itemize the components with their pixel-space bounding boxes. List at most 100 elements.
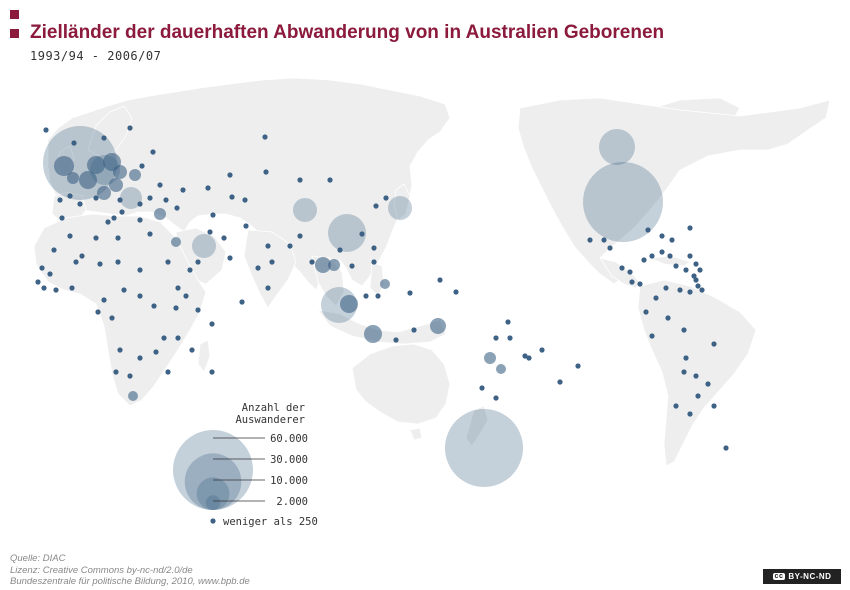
emigration-bubble-small (505, 319, 511, 325)
emigration-bubble-medium (128, 391, 138, 401)
emigration-bubble-medium (430, 318, 446, 334)
emigration-bubble-small (105, 219, 111, 225)
emigration-bubble-small (645, 227, 651, 233)
emigration-bubble-small (115, 235, 121, 241)
emigration-bubble-small (113, 369, 119, 375)
emigration-bubble-medium (340, 295, 358, 313)
legend-circle (196, 477, 230, 510)
emigration-bubble-small (101, 297, 107, 303)
emigration-bubble-small (175, 285, 181, 291)
emigration-bubble-small (393, 337, 399, 343)
emigration-bubble-small (73, 259, 79, 265)
emigration-bubble-small (265, 243, 271, 249)
emigration-bubble-medium (171, 237, 181, 247)
emigration-bubble-small (153, 349, 159, 355)
emigration-bubble-medium (484, 352, 496, 364)
emigration-bubble-small (121, 287, 127, 293)
land-india (243, 229, 297, 309)
emigration-bubble-small (681, 369, 687, 375)
emigration-bubble-small (269, 259, 275, 265)
emigration-bubble-small (195, 307, 201, 313)
emigration-bubble-small (371, 245, 377, 251)
emigration-bubble-small (165, 369, 171, 375)
emigration-bubble-small (653, 295, 659, 301)
land-australia (351, 343, 451, 425)
emigration-bubble-small (137, 217, 143, 223)
emigration-bubble-small (109, 315, 115, 321)
emigration-bubble-small (649, 253, 655, 259)
emigration-bubble-small (663, 285, 669, 291)
emigration-bubble-small (93, 195, 99, 201)
emigration-bubble-small (723, 445, 729, 451)
emigration-bubble-small (363, 293, 369, 299)
emigration-bubble-small (575, 363, 581, 369)
emigration-bubble-small (705, 381, 711, 387)
legend-value-label: 2.000 (276, 496, 308, 508)
land-madagascar (197, 339, 211, 373)
emigration-bubble-small (687, 253, 693, 259)
emigration-bubble-small (681, 327, 687, 333)
emigration-bubble-medium (129, 169, 141, 181)
emigration-bubble-medium (87, 156, 105, 174)
emigration-bubble-small (101, 135, 107, 141)
land-south-america (637, 279, 757, 467)
emigration-bubble-medium (54, 156, 74, 176)
emigration-bubble-small (695, 283, 701, 289)
emigration-bubble-small (687, 289, 693, 295)
emigration-bubble-small (229, 194, 235, 200)
emigration-bubble-small (297, 177, 303, 183)
license-badge[interactable]: cc BY-NC-ND (763, 569, 841, 584)
emigration-bubble-small (479, 385, 485, 391)
emigration-bubble-small (71, 140, 77, 146)
emigration-bubble-large (192, 234, 216, 258)
emigration-bubble-small (693, 277, 699, 283)
emigration-bubble-small (665, 315, 671, 321)
emigration-bubble-small (227, 172, 233, 178)
emigration-bubble-large (120, 187, 142, 209)
emigration-bubble-small (157, 182, 163, 188)
emigration-bubble-small (637, 281, 643, 287)
emigration-bubble-small (437, 277, 443, 283)
map-legend: Anzahl der Auswanderer 60.000 30.000 10.00… (173, 402, 318, 528)
emigration-bubble-small (137, 355, 143, 361)
emigration-bubble-small (373, 203, 379, 209)
emigration-bubble-small (255, 265, 261, 271)
license-badge-label: BY-NC-ND (788, 572, 832, 581)
emigration-bubble-small (711, 341, 717, 347)
emigration-bubble-small (115, 259, 121, 265)
emigration-bubble-small (221, 235, 227, 241)
emigration-bubble-small (165, 259, 171, 265)
emigration-bubble-small (67, 233, 73, 239)
emigration-bubble-small (601, 237, 607, 243)
emigration-bubble-small (557, 379, 563, 385)
emigration-bubble-large (328, 214, 366, 252)
emigration-bubble-medium (364, 325, 382, 343)
emigration-bubble-small (627, 269, 633, 275)
header-marker-top (10, 10, 19, 19)
emigration-bubble-large (388, 196, 412, 220)
emigration-bubble-small (659, 233, 665, 239)
land-north-america (517, 97, 831, 285)
emigration-bubble-small (147, 231, 153, 237)
emigration-bubble-small (411, 327, 417, 333)
emigration-bubble-small (587, 237, 593, 243)
emigration-bubble-small (175, 335, 181, 341)
emigration-bubble-small (493, 395, 499, 401)
emigration-bubble-small (699, 287, 705, 293)
emigration-bubble-small (349, 263, 355, 269)
emigration-bubble-medium (315, 257, 331, 273)
page-title: Zielländer der dauerhaften Abwanderung v… (30, 22, 665, 43)
creative-commons-icon: cc (772, 573, 786, 580)
credit-license: Lizenz: Creative Commons by-nc-nd/2.0/de (10, 564, 193, 576)
legend-circle (205, 495, 221, 510)
emigration-bubble-small (111, 215, 117, 221)
legend-value-label: 60.000 (270, 433, 308, 445)
emigration-bubble-small (187, 267, 193, 273)
emigration-bubble-small (327, 177, 333, 183)
emigration-bubble-small (375, 293, 381, 299)
emigration-bubble-small (687, 225, 693, 231)
emigration-bubble-small (161, 335, 167, 341)
legend-title-line1: Anzahl der (242, 402, 305, 414)
emigration-bubble-small (207, 229, 213, 235)
